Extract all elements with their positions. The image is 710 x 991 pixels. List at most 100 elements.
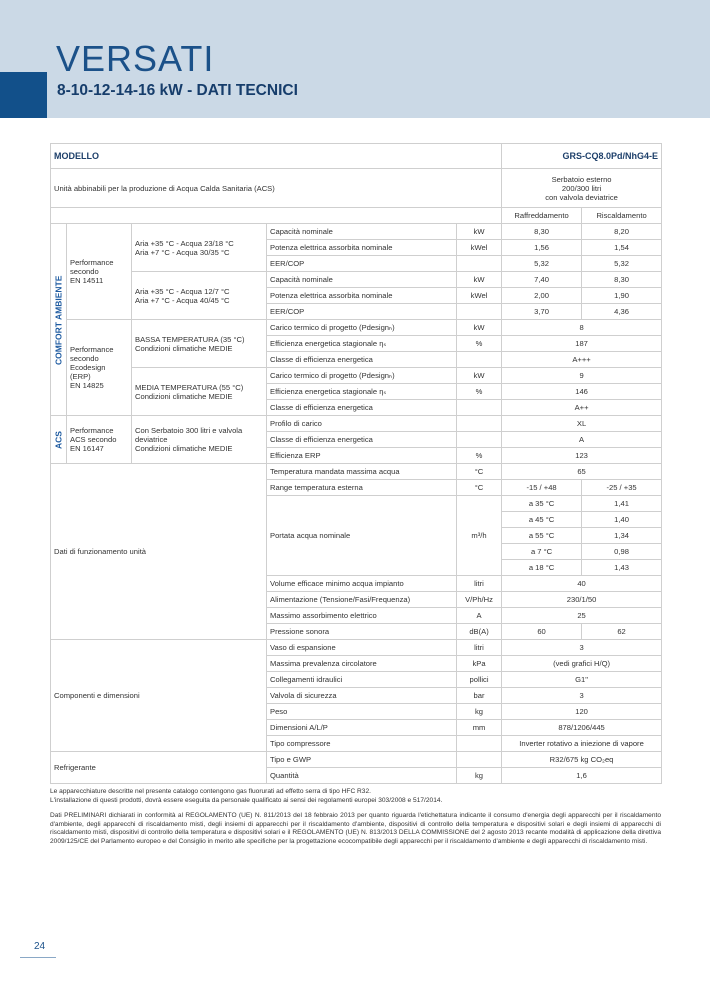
table-cell: 1,90 <box>581 287 663 304</box>
table-cell: ACS <box>50 415 67 464</box>
table-cell: 187 <box>501 335 663 352</box>
table-row: Volume efficace minimo acqua impianto lit… <box>51 575 663 592</box>
table-cell: (vedi grafici H/Q) <box>501 655 663 672</box>
table-cell: a 35 °C <box>501 495 583 512</box>
table-cell: 123 <box>501 447 663 464</box>
table-cell: litri <box>455 639 503 656</box>
table-row: Raffreddamento Riscaldamento <box>49 207 663 224</box>
table-cell: 8,30 <box>501 223 583 240</box>
table-cell: 230/1/50 <box>501 591 663 608</box>
table-row: a 55 °C 1,34 <box>51 527 663 544</box>
table-cell: EER/COP <box>266 303 457 320</box>
table-row: Performance secondo Ecodesign (ERP) EN 1… <box>51 319 663 416</box>
table-cell: GRS-CQ8.0Pd/NhG4-E <box>501 143 663 169</box>
table-cell: 146 <box>501 383 663 400</box>
table-cell: 62 <box>581 623 663 640</box>
table-row: MEDIA TEMPERATURA (55 °C) Condizioni cli… <box>51 367 663 416</box>
table-row: Efficienza energetica stagionale ηₛ% 187 <box>51 335 663 352</box>
table-cell: Classe di efficienza energetica <box>266 431 457 448</box>
table-cell: 0,98 <box>581 543 663 560</box>
table-cell: XL <box>501 415 663 432</box>
table-cell <box>455 303 503 320</box>
table-cell: Range temperatura esterna <box>266 479 457 496</box>
table-row: Massima prevalenza circolatore kPa (vedi g… <box>51 655 663 672</box>
table-cell: MEDIA TEMPERATURA (55 °C) Condizioni cli… <box>131 367 267 416</box>
table-cell <box>49 207 503 224</box>
table-cell: Temperatura mandata massima acqua <box>266 463 457 480</box>
table-cell: 120 <box>501 703 663 720</box>
table-cell: Pressione sonora <box>266 623 457 640</box>
table-row: Alimentazione (Tensione/Fasi/Frequenza) V… <box>51 591 663 608</box>
table-row: Tipo compressore Inverter rotativo a inie… <box>51 735 663 752</box>
table-cell: R32/675 kg CO₂eq <box>501 751 663 768</box>
table-cell <box>455 735 503 752</box>
table-cell: 8,20 <box>581 223 663 240</box>
table-cell: BASSA TEMPERATURA (35 °C) Condizioni cli… <box>131 319 267 368</box>
table-cell: kW <box>455 271 503 288</box>
table-row: Portata acqua nominale m³/h a 35 °C 1,41 <box>51 495 663 576</box>
table-cell: a 7 °C <box>501 543 583 560</box>
table-row: Unità abbinabili per la produzione di Ac… <box>49 168 663 208</box>
table-cell: G1" <box>501 671 663 688</box>
table-cell: 9 <box>501 367 663 384</box>
table-cell: Massima prevalenza circolatore <box>266 655 457 672</box>
table-cell: kWel <box>455 239 503 256</box>
table-cell: Tipo compressore <box>266 735 457 752</box>
table-cell: pollici <box>455 671 503 688</box>
page-number: 24 <box>34 941 46 952</box>
table-cell: mm <box>455 719 503 736</box>
table-cell: Carico termico di progetto (Pdesignₕ) <box>266 367 457 384</box>
table-cell: kPa <box>455 655 503 672</box>
table-cell: 8,30 <box>581 271 663 288</box>
table-cell: 65 <box>501 463 663 480</box>
table-cell: Inverter rotativo a iniezione di vapore <box>501 735 663 752</box>
table-row: a 45 °C 1,40 <box>51 511 663 528</box>
table-cell: Aria +35 °C - Acqua 12/7 °C Aria +7 °C -… <box>131 271 267 320</box>
table-cell: Collegamenti idraulici <box>266 671 457 688</box>
table-cell: 1,41 <box>581 495 663 512</box>
table-cell: Serbatoio esterno 200/300 litri con valv… <box>501 168 663 208</box>
table-cell <box>455 351 503 368</box>
table-cell: Classe di efficienza energetica <box>266 399 457 416</box>
table-cell: a 18 °C <box>501 559 583 576</box>
table-cell: kWel <box>455 287 503 304</box>
table-cell: bar <box>455 687 503 704</box>
table-cell: Efficienza energetica stagionale ηₛ <box>266 335 457 352</box>
table-row: Efficienza energetica stagionale ηₛ% 146 <box>51 383 663 400</box>
table-cell: Valvola di sicurezza <box>266 687 457 704</box>
table-row: Classe di efficienza energetica A++ <box>51 399 663 416</box>
table-cell: Potenza elettrica assorbita nominale <box>266 287 457 304</box>
table-cell: kW <box>455 223 503 240</box>
table-cell: % <box>455 447 503 464</box>
table-row: Quantità kg 1,6 <box>51 767 663 784</box>
page-rule <box>20 957 56 958</box>
header-block <box>0 72 47 118</box>
table-cell: Efficienza energetica stagionale ηₛ <box>266 383 457 400</box>
table-cell: 8 <box>501 319 663 336</box>
table-cell: dB(A) <box>455 623 503 640</box>
table-cell: 3,70 <box>501 303 583 320</box>
table-cell: -15 / +48 <box>501 479 583 496</box>
table-row: Potenza elettrica assorbita nominale kWel… <box>51 239 663 256</box>
table-cell <box>455 431 503 448</box>
table-row: ACS Performance ACS secondo EN 16147 Con S… <box>50 415 663 464</box>
table-row: EER/COP 3,70 4,36 <box>51 303 663 320</box>
table-row: Refrigerante Tipo e GWP R32/675 kg CO₂eq <box>50 751 663 784</box>
table-cell: °C <box>455 463 503 480</box>
table-cell: m³/h <box>455 495 503 576</box>
table-row: COMFORT AMBIENTE Performance secondo EN 1… <box>50 223 663 416</box>
table-cell: MODELLO <box>49 143 503 169</box>
table-cell: a 55 °C <box>501 527 583 544</box>
table-row: Massimo assorbimento elettrico A 25 <box>51 607 663 624</box>
table-cell: a 45 °C <box>501 511 583 528</box>
table-cell: % <box>455 335 503 352</box>
note: Dati PRELIMINARI dichiarati in conformit… <box>50 812 661 845</box>
table-cell: Tipo e GWP <box>266 751 457 768</box>
note: L'installazione di questi prodotti, dovr… <box>50 796 443 804</box>
table-cell: Peso <box>266 703 457 720</box>
table-cell: Efficienza ERP <box>266 447 457 464</box>
table-cell: A <box>501 431 663 448</box>
table-cell: kg <box>455 767 503 784</box>
notes: Le apparecchiature descritte nel present… <box>50 788 661 847</box>
table-cell: 5,32 <box>581 255 663 272</box>
